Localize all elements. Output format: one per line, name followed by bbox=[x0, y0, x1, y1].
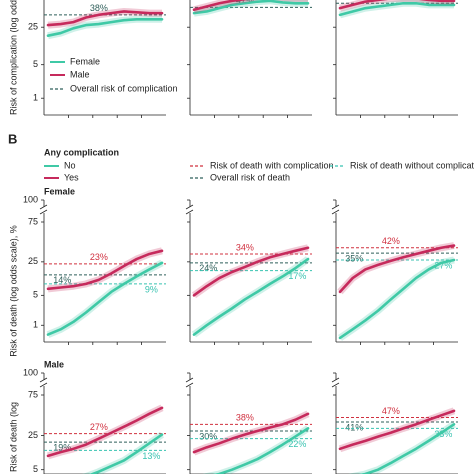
curve bbox=[192, 0, 248, 12]
curve bbox=[192, 246, 310, 297]
legend-label: Male bbox=[70, 69, 90, 79]
reference-label: 35% bbox=[345, 254, 363, 264]
row-label: Male bbox=[44, 359, 64, 369]
reference-label: 41% bbox=[345, 422, 363, 432]
axis-break-gap bbox=[40, 380, 48, 386]
axis-break bbox=[39, 382, 48, 388]
reference-label: 19% bbox=[53, 442, 71, 452]
reference-label: 38% bbox=[236, 413, 254, 423]
reference-label: 14% bbox=[53, 275, 71, 285]
curve bbox=[46, 249, 164, 291]
curve bbox=[46, 406, 164, 458]
curve bbox=[338, 244, 456, 294]
curve bbox=[46, 10, 164, 27]
reference-label: 23% bbox=[90, 252, 108, 262]
reference-label: 30% bbox=[199, 431, 217, 441]
reference-label: 24% bbox=[199, 263, 217, 273]
legend-label: Overall risk of death bbox=[210, 172, 290, 182]
legend-label: No bbox=[64, 160, 76, 170]
curve bbox=[46, 17, 164, 37]
legend-label: Yes bbox=[64, 172, 79, 182]
row-label: Female bbox=[44, 186, 75, 196]
reference-label: 38% bbox=[90, 3, 108, 13]
curve bbox=[338, 258, 456, 340]
y-tick-label: 100 bbox=[23, 194, 38, 204]
axis-break bbox=[331, 382, 340, 388]
axis-break bbox=[331, 377, 340, 383]
y-tick-label: 1 bbox=[33, 93, 38, 103]
reference-label: 42% bbox=[382, 236, 400, 246]
y-tick-label: 25 bbox=[28, 430, 38, 440]
axis-break-gap bbox=[332, 207, 340, 213]
axis-break bbox=[185, 377, 194, 383]
axis-break bbox=[39, 204, 48, 210]
axis-break-gap bbox=[40, 207, 48, 213]
y-axis-label: Risk of complication (log odds bbox=[8, 0, 18, 115]
curve bbox=[338, 1, 456, 17]
axis-break-gap bbox=[186, 207, 194, 213]
axis-break bbox=[185, 209, 194, 215]
panel-label: B bbox=[8, 131, 17, 146]
reference-label: 34% bbox=[236, 242, 254, 252]
y-tick-label: 5 bbox=[33, 59, 38, 69]
y-tick-label: 100 bbox=[23, 367, 38, 377]
curve bbox=[212, 427, 310, 474]
axis-break-gap bbox=[186, 380, 194, 386]
axis-break bbox=[39, 377, 48, 383]
curve bbox=[89, 433, 164, 474]
axis-break bbox=[331, 209, 340, 215]
legend-title: Any complication bbox=[44, 147, 119, 157]
legend-label: Risk of death without complication bbox=[350, 160, 474, 170]
curve bbox=[46, 261, 164, 336]
y-tick-label: 25 bbox=[28, 256, 38, 266]
curve bbox=[338, 409, 456, 451]
reference-label: 27% bbox=[434, 260, 452, 270]
curve bbox=[358, 423, 456, 474]
curve bbox=[192, 0, 310, 15]
reference-label: 27% bbox=[90, 422, 108, 432]
reference-label: 17% bbox=[288, 271, 306, 281]
y-axis-label: Risk of death (log bbox=[8, 402, 18, 472]
y-axis-label: Risk of death (log odds scale), % bbox=[8, 225, 18, 357]
curve bbox=[192, 412, 310, 454]
y-tick-label: 5 bbox=[33, 290, 38, 300]
legend-label: Risk of death with complication bbox=[210, 160, 334, 170]
curve bbox=[338, 0, 456, 10]
axis-break bbox=[39, 209, 48, 215]
legend-label: Female bbox=[70, 56, 100, 66]
axis-break bbox=[185, 382, 194, 388]
y-tick-label: 75 bbox=[28, 216, 38, 226]
axis-break-gap bbox=[332, 380, 340, 386]
y-tick-label: 25 bbox=[28, 22, 38, 32]
reference-label: 13% bbox=[142, 451, 160, 461]
axis-break bbox=[185, 204, 194, 210]
reference-label: 47% bbox=[382, 406, 400, 416]
reference-label: 9% bbox=[145, 284, 158, 294]
axis-break bbox=[331, 204, 340, 210]
reference-label: 33% bbox=[434, 429, 452, 439]
y-tick-label: 5 bbox=[33, 464, 38, 474]
y-tick-label: 1 bbox=[33, 320, 38, 330]
reference-label: 22% bbox=[288, 439, 306, 449]
legend-label: Overall risk of complication bbox=[70, 83, 178, 93]
curve bbox=[192, 257, 310, 336]
y-tick-label: 75 bbox=[28, 389, 38, 399]
